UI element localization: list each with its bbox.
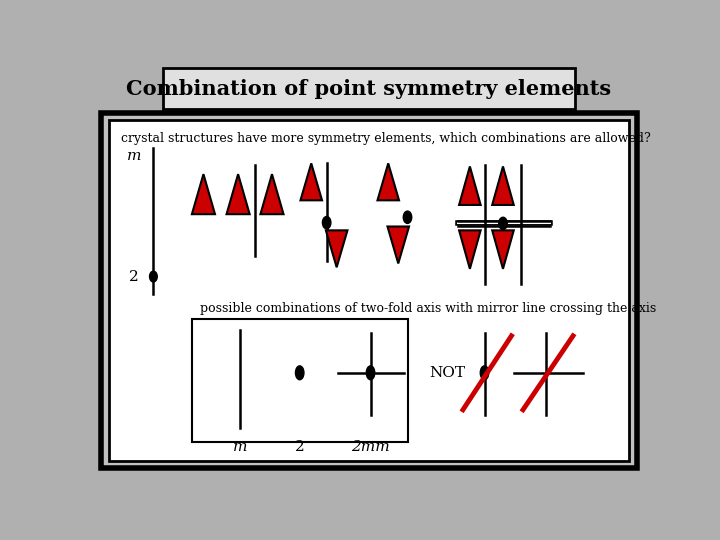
- Polygon shape: [387, 226, 409, 264]
- Polygon shape: [492, 231, 514, 269]
- Text: crystal structures have more symmetry elements, which combinations are allowed?: crystal structures have more symmetry el…: [121, 132, 651, 145]
- Polygon shape: [459, 166, 481, 205]
- Polygon shape: [377, 164, 399, 200]
- Ellipse shape: [295, 366, 304, 380]
- FancyBboxPatch shape: [163, 68, 575, 110]
- Text: NOT: NOT: [430, 366, 466, 380]
- Polygon shape: [192, 174, 215, 214]
- Polygon shape: [227, 174, 250, 214]
- Text: 2mm: 2mm: [351, 440, 390, 454]
- Text: m: m: [127, 148, 141, 163]
- Ellipse shape: [150, 271, 157, 282]
- Polygon shape: [326, 231, 348, 267]
- Polygon shape: [300, 164, 322, 200]
- Polygon shape: [261, 174, 284, 214]
- Text: m: m: [233, 440, 248, 454]
- FancyBboxPatch shape: [109, 120, 629, 461]
- Ellipse shape: [366, 366, 375, 380]
- Ellipse shape: [323, 217, 331, 229]
- Text: possible combinations of two-fold axis with mirror line crossing the axis: possible combinations of two-fold axis w…: [199, 302, 656, 315]
- FancyBboxPatch shape: [192, 319, 408, 442]
- Ellipse shape: [499, 217, 507, 230]
- Text: 2: 2: [294, 440, 305, 454]
- Ellipse shape: [480, 366, 489, 380]
- Polygon shape: [492, 166, 514, 205]
- Polygon shape: [459, 231, 481, 269]
- Text: 2: 2: [130, 269, 139, 284]
- Ellipse shape: [403, 211, 412, 224]
- FancyBboxPatch shape: [101, 112, 637, 468]
- Text: Combination of point symmetry elements: Combination of point symmetry elements: [127, 79, 611, 99]
